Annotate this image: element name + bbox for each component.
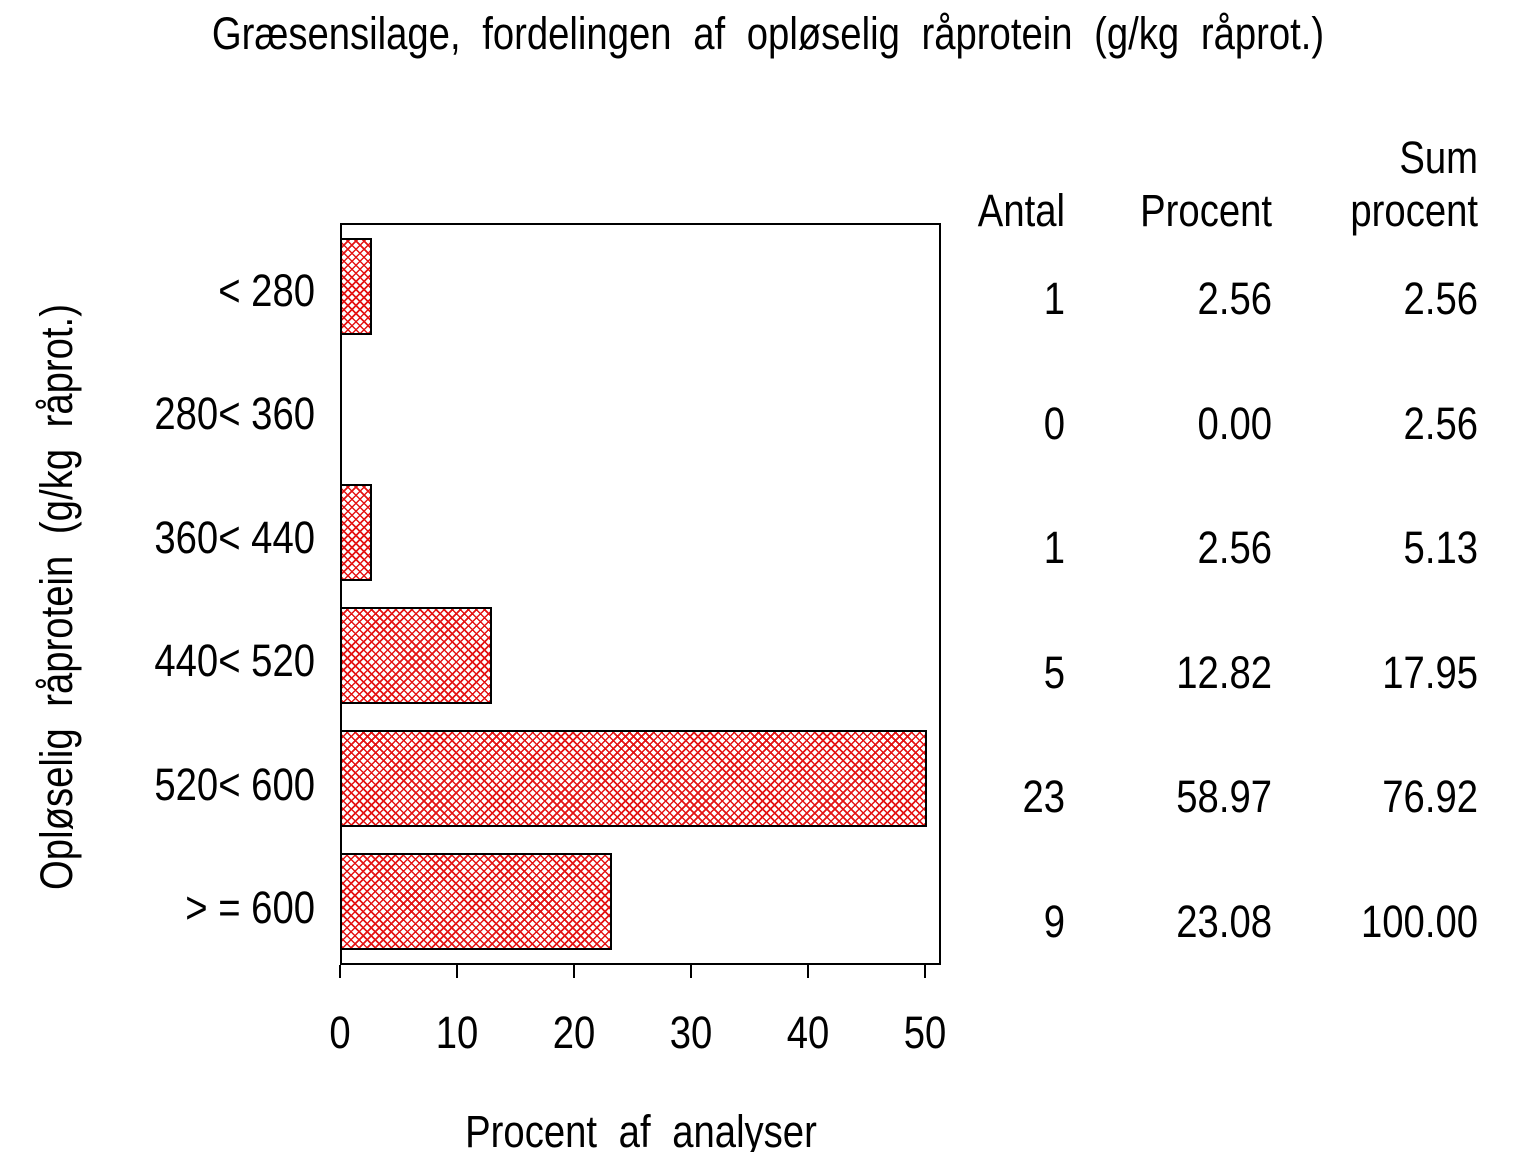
table-header-sum-line2: procent [1350,185,1478,236]
chart-title: Græsensilage, fordelingen af opløselig r… [211,8,1325,59]
plot-area [340,223,941,965]
table-cell-procent: 0.00 [1197,398,1272,449]
bar [342,607,492,704]
x-tick-mark [456,965,458,978]
table-cell-sum: 17.95 [1382,647,1478,698]
x-tick-mark [924,965,926,978]
table-cell-antal: 1 [1043,273,1065,324]
bar [342,853,613,950]
x-tick-label: 10 [435,1007,479,1058]
table-cell-procent: 2.56 [1197,273,1272,324]
x-tick-label: 20 [552,1007,596,1058]
table-cell-antal: 0 [1043,398,1065,449]
table-cell-sum: 76.92 [1382,771,1478,822]
table-cell-antal: 5 [1043,647,1065,698]
y-tick-label: 440< 520 [154,635,315,686]
y-axis-title: Opløselig råprotein (g/kg råprot.) [31,304,82,890]
bar [342,238,372,335]
table-cell-procent: 23.08 [1176,896,1272,947]
table-cell-procent: 2.56 [1197,522,1272,573]
table-cell-antal: 1 [1043,522,1065,573]
bar [342,484,372,581]
y-tick-label: 360< 440 [154,512,315,563]
table-cell-sum: 100.00 [1361,896,1478,947]
y-tick-label: > = 600 [185,882,315,933]
y-tick-label: < 280 [218,265,315,316]
x-tick-mark [339,965,341,978]
table-cell-antal: 9 [1043,896,1065,947]
table-cell-sum: 5.13 [1403,522,1478,573]
x-tick-label: 0 [329,1007,351,1058]
x-tick-label: 40 [786,1007,830,1058]
table-header-antal: Antal [977,185,1065,236]
table-cell-antal: 23 [1022,771,1065,822]
table-cell-procent: 58.97 [1176,771,1272,822]
x-tick-mark [807,965,809,978]
y-tick-label: 280< 360 [154,388,315,439]
x-axis-title: Procent af analyser [465,1106,817,1152]
x-tick-label: 50 [903,1007,947,1058]
y-tick-label: 520< 600 [154,759,315,810]
table-cell-sum: 2.56 [1403,398,1478,449]
x-tick-mark [573,965,575,978]
x-tick-label: 30 [669,1007,713,1058]
bar [342,730,927,827]
table-header-sum-line1: Sum [1399,132,1478,183]
table-header-procent: Procent [1140,185,1272,236]
table-cell-procent: 12.82 [1176,647,1272,698]
table-cell-sum: 2.56 [1403,273,1478,324]
x-tick-mark [690,965,692,978]
